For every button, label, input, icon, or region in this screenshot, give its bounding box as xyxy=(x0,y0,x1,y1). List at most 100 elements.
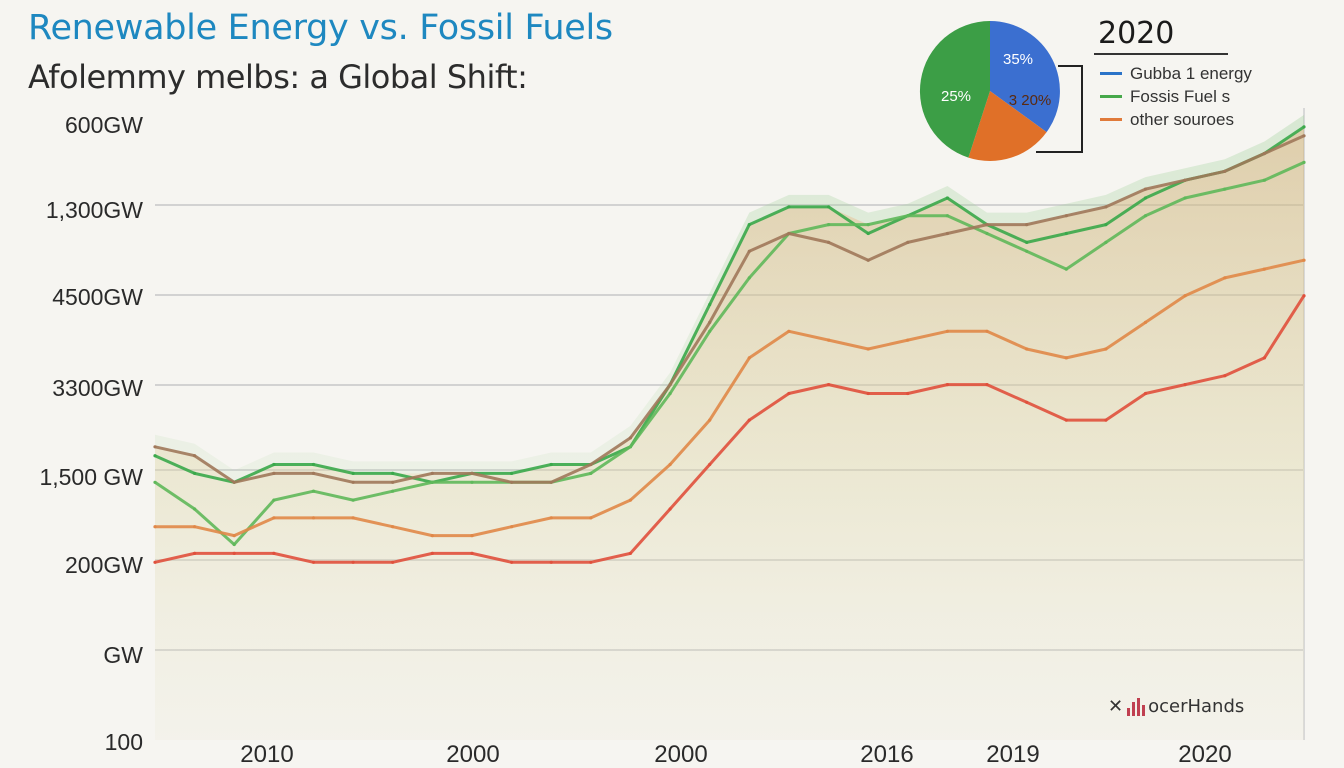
data-point xyxy=(1064,231,1068,236)
data-point xyxy=(193,507,197,511)
data-point xyxy=(1104,223,1108,227)
data-point xyxy=(787,231,791,236)
data-point xyxy=(430,480,434,484)
data-point xyxy=(985,231,989,236)
series-line-3 xyxy=(155,258,1305,538)
data-point xyxy=(430,471,434,475)
data-point xyxy=(1143,391,1148,396)
data-point xyxy=(549,560,553,564)
data-point xyxy=(351,471,355,475)
data-point xyxy=(708,329,712,333)
data-point xyxy=(1143,196,1148,200)
data-point xyxy=(272,498,276,502)
data-point xyxy=(1302,294,1306,298)
legend-swatch xyxy=(1100,72,1122,75)
data-point xyxy=(1143,320,1148,324)
data-point xyxy=(747,249,751,253)
data-point xyxy=(589,516,593,520)
data-point xyxy=(1104,418,1108,422)
legend-item: other souroes xyxy=(1100,108,1252,131)
data-point xyxy=(1223,374,1227,378)
data-point xyxy=(351,480,355,484)
data-point xyxy=(549,516,553,520)
pie-slice-label: 25% xyxy=(941,88,971,105)
data-point xyxy=(906,391,910,396)
pie-slice-label: 3 20% xyxy=(1009,92,1052,109)
data-point xyxy=(1025,347,1029,351)
pie-slice xyxy=(919,20,990,158)
data-point xyxy=(193,551,197,556)
watermark: ✕ ocerHands xyxy=(1108,696,1244,717)
data-point xyxy=(272,462,276,467)
data-point xyxy=(628,498,633,502)
data-point xyxy=(1302,160,1306,164)
data-point xyxy=(232,480,236,484)
data-point xyxy=(1262,267,1266,271)
data-point xyxy=(232,534,236,538)
data-point xyxy=(1302,134,1306,138)
legend-label: Gubba 1 energy xyxy=(1130,63,1252,83)
data-point xyxy=(391,480,395,484)
data-point xyxy=(510,480,514,484)
data-point xyxy=(708,418,712,422)
data-point xyxy=(153,525,157,529)
data-point xyxy=(1262,151,1266,156)
data-point xyxy=(945,196,950,200)
data-point xyxy=(272,471,276,475)
data-point xyxy=(668,383,672,387)
data-point xyxy=(351,560,355,564)
data-point xyxy=(1223,276,1227,280)
legend-label: Fossis Fuel s xyxy=(1130,86,1231,106)
pie-slice-label: 35% xyxy=(1003,51,1033,68)
legend-swatch xyxy=(1100,118,1122,121)
data-point xyxy=(193,454,197,458)
data-point xyxy=(1183,294,1187,298)
data-point xyxy=(668,391,672,396)
series-line-0 xyxy=(154,125,1305,484)
data-point xyxy=(272,551,276,556)
data-point xyxy=(866,223,870,227)
x-tick-label: 2020 xyxy=(1178,741,1231,768)
chart-subtitle: Afolemmy melbs: a Global Shift: xyxy=(28,58,528,96)
data-point xyxy=(1262,356,1266,360)
data-point xyxy=(351,498,355,502)
data-point xyxy=(153,454,157,458)
data-point xyxy=(1143,187,1148,191)
data-point xyxy=(906,338,910,342)
data-point xyxy=(391,489,395,493)
watermark-star-icon: ✕ xyxy=(1108,696,1124,717)
series-line-4 xyxy=(154,294,1306,564)
inset-pie-title: 2020 xyxy=(1098,16,1175,51)
data-point xyxy=(747,418,751,422)
data-point xyxy=(311,462,316,467)
data-point xyxy=(827,205,831,209)
data-point xyxy=(351,516,355,520)
data-point xyxy=(193,471,197,475)
data-point xyxy=(232,542,236,547)
data-point xyxy=(1223,187,1227,191)
data-point xyxy=(193,525,197,529)
legend-item: Gubba 1 energy xyxy=(1100,62,1252,85)
data-point xyxy=(232,551,236,556)
data-point xyxy=(1143,214,1148,218)
data-point xyxy=(1104,205,1108,209)
legend: Gubba 1 energy Fossis Fuel s other souroes xyxy=(1100,62,1252,131)
data-point xyxy=(985,329,989,333)
data-point xyxy=(1025,240,1029,244)
data-point xyxy=(628,551,633,556)
y-tick-label: 3300GW xyxy=(52,375,143,401)
data-point xyxy=(985,223,989,227)
data-point xyxy=(668,462,672,467)
pie-slice xyxy=(968,91,1047,161)
data-point xyxy=(430,534,434,538)
data-point xyxy=(272,516,276,520)
pie-bracket xyxy=(1036,65,1083,153)
data-point xyxy=(1025,400,1029,404)
data-point xyxy=(628,436,633,440)
data-point xyxy=(708,462,712,467)
data-point xyxy=(906,214,910,218)
data-point xyxy=(391,471,395,475)
data-point xyxy=(589,462,593,467)
y-tick-label: GW xyxy=(103,642,143,668)
data-point xyxy=(866,258,870,262)
